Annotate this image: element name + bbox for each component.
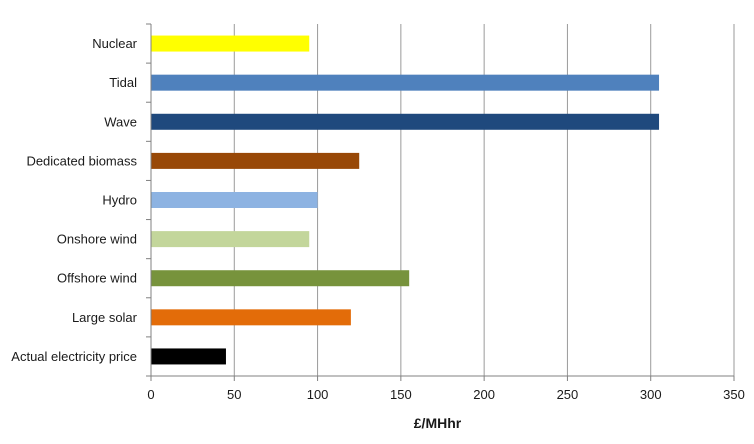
category-label: Dedicated biomass [26, 153, 137, 168]
bar-actual-electricity-price [151, 348, 226, 365]
category-label: Wave [104, 114, 137, 129]
category-label: Tidal [109, 75, 137, 90]
category-label: Offshore wind [57, 271, 137, 286]
bar-large-solar [151, 309, 351, 326]
category-label: Actual electricity price [11, 349, 137, 364]
bar-onshore-wind [151, 231, 310, 248]
x-tick-label: 0 [147, 387, 154, 402]
x-tick-label: 100 [307, 387, 329, 402]
x-tick-label: 50 [227, 387, 241, 402]
x-axis-title: £/MHhr [414, 415, 462, 431]
x-tick-label: 250 [557, 387, 579, 402]
category-label: Nuclear [92, 36, 137, 51]
bar-dedicated-biomass [151, 152, 360, 169]
x-tick-label: 200 [473, 387, 495, 402]
x-tick-labels: 0 50 100 150 200 250 300 350 [147, 387, 744, 402]
bar-tidal [151, 74, 660, 91]
x-tick-label: 300 [640, 387, 662, 402]
bars [151, 35, 660, 365]
bar-offshore-wind [151, 270, 410, 287]
category-label: Onshore wind [57, 232, 137, 247]
bar-hydro [151, 192, 318, 208]
bar-nuclear [151, 35, 310, 52]
category-labels: Nuclear Tidal Wave Dedicated biomass Hydro On… [11, 36, 137, 364]
category-label: Hydro [102, 193, 137, 208]
bar-wave [151, 113, 660, 130]
x-tick-label: 350 [723, 387, 745, 402]
category-label: Large solar [72, 310, 138, 325]
x-tick-label: 150 [390, 387, 412, 402]
axes [150, 24, 734, 377]
